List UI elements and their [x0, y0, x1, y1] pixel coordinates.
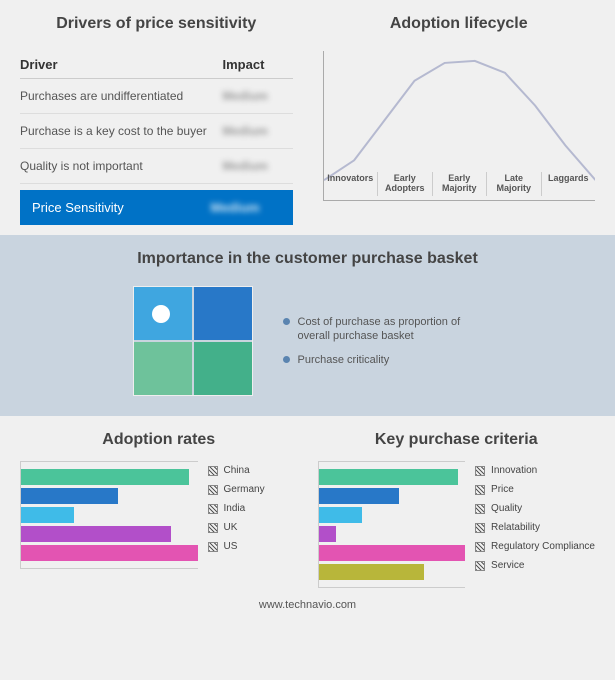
hatch-icon [475, 466, 485, 476]
legend-item: Regulatory Compliance [475, 537, 595, 556]
legend-label: US [224, 541, 238, 552]
bar [21, 469, 189, 485]
legend-label: UK [224, 522, 238, 533]
criteria-bar-chart [318, 461, 466, 588]
drivers-summary-row: Price Sensitivity Medium [20, 190, 293, 225]
driver-cell: Quality is not important [20, 159, 223, 173]
importance-content: Cost of purchase as proportion of overal… [20, 286, 595, 396]
bar [319, 564, 425, 580]
driver-cell: Purchase is a key cost to the buyer [20, 124, 223, 138]
quadrant-cell [194, 287, 252, 340]
table-row: Quality is not importantMedium [20, 149, 293, 184]
legend-label: Quality [491, 503, 522, 514]
table-row: Purchases are undifferentiatedMedium [20, 79, 293, 114]
impact-cell: Medium [223, 89, 293, 103]
criteria-title: Key purchase criteria [318, 431, 596, 449]
drivers-table: Driver Impact Purchases are undifferenti… [20, 51, 293, 225]
legend-label: Service [491, 560, 524, 571]
hatch-icon [475, 561, 485, 571]
criteria-legend: Innovation Price Quality Relatability Regula… [475, 461, 595, 588]
lifecycle-labels: InnovatorsEarly AdoptersEarly MajorityLa… [324, 172, 596, 196]
hatch-icon [475, 542, 485, 552]
adoption-title: Adoption rates [20, 431, 298, 449]
legend-label: China [224, 465, 250, 476]
legend-label: Germany [224, 484, 265, 495]
lifecycle-label: Laggards [541, 172, 596, 196]
legend-item: China [208, 461, 298, 480]
hatch-icon [475, 485, 485, 495]
bottom-section: Adoption rates China Germany India UK US Key… [0, 416, 615, 593]
bar [21, 545, 198, 561]
legend-label: Cost of purchase as proportion of overal… [298, 315, 483, 344]
legend-label: Purchase criticality [298, 353, 390, 367]
footer-url: www.technavio.com [0, 593, 615, 617]
header-impact: Impact [223, 57, 293, 72]
summary-value: Medium [211, 200, 281, 215]
importance-section: Importance in the customer purchase bask… [0, 235, 615, 416]
bar [21, 526, 171, 542]
hatch-icon [208, 523, 218, 533]
legend-item: US [208, 537, 298, 556]
table-row: Purchase is a key cost to the buyerMediu… [20, 114, 293, 149]
legend-item: Service [475, 556, 595, 575]
legend-item: UK [208, 518, 298, 537]
adoption-panel: Adoption rates China Germany India UK US [20, 431, 298, 588]
legend-label: Innovation [491, 465, 537, 476]
bullet-icon [283, 318, 290, 325]
legend-item: Price [475, 480, 595, 499]
hatch-icon [208, 485, 218, 495]
legend-item: Cost of purchase as proportion of overal… [283, 310, 483, 349]
lifecycle-title: Adoption lifecycle [323, 15, 596, 33]
legend-label: Relatability [491, 522, 540, 533]
quadrant-chart [133, 286, 253, 396]
hatch-icon [208, 466, 218, 476]
legend-item: Purchase criticality [283, 348, 483, 372]
legend-item: India [208, 499, 298, 518]
bar [319, 469, 458, 485]
lifecycle-label: Early Majority [432, 172, 487, 196]
bar [21, 488, 118, 504]
quadrant-cell [134, 342, 192, 395]
quadrant-cell [194, 342, 252, 395]
importance-legend: Cost of purchase as proportion of overal… [283, 310, 483, 373]
bar [319, 526, 337, 542]
lifecycle-label: Late Majority [486, 172, 541, 196]
adoption-legend: China Germany India UK US [208, 461, 298, 569]
drivers-header: Driver Impact [20, 51, 293, 79]
hatch-icon [208, 542, 218, 552]
adoption-bar-chart [20, 461, 198, 569]
top-section: Drivers of price sensitivity Driver Impa… [0, 0, 615, 235]
legend-label: India [224, 503, 246, 514]
impact-cell: Medium [223, 124, 293, 138]
lifecycle-label: Innovators [324, 172, 378, 196]
hatch-icon [475, 504, 485, 514]
lifecycle-label: Early Adopters [377, 172, 432, 196]
summary-label: Price Sensitivity [32, 200, 211, 215]
driver-cell: Purchases are undifferentiated [20, 89, 223, 103]
impact-cell: Medium [223, 159, 293, 173]
drivers-panel: Drivers of price sensitivity Driver Impa… [20, 15, 293, 225]
bar [319, 507, 363, 523]
legend-label: Regulatory Compliance [491, 541, 595, 552]
legend-item: Relatability [475, 518, 595, 537]
legend-item: Germany [208, 480, 298, 499]
hatch-icon [475, 523, 485, 533]
importance-title: Importance in the customer purchase bask… [20, 250, 595, 268]
bar [319, 545, 466, 561]
legend-label: Price [491, 484, 514, 495]
criteria-panel: Key purchase criteria Innovation Price Qua… [318, 431, 596, 588]
legend-item: Innovation [475, 461, 595, 480]
legend-item: Quality [475, 499, 595, 518]
header-driver: Driver [20, 57, 223, 72]
bullet-icon [283, 356, 290, 363]
lifecycle-panel: Adoption lifecycle InnovatorsEarly Adopt… [323, 15, 596, 225]
lifecycle-chart: InnovatorsEarly AdoptersEarly MajorityLa… [323, 51, 596, 201]
drivers-title: Drivers of price sensitivity [20, 15, 293, 33]
bar [21, 507, 74, 523]
bar [319, 488, 400, 504]
hatch-icon [208, 504, 218, 514]
quadrant-marker [152, 305, 170, 323]
